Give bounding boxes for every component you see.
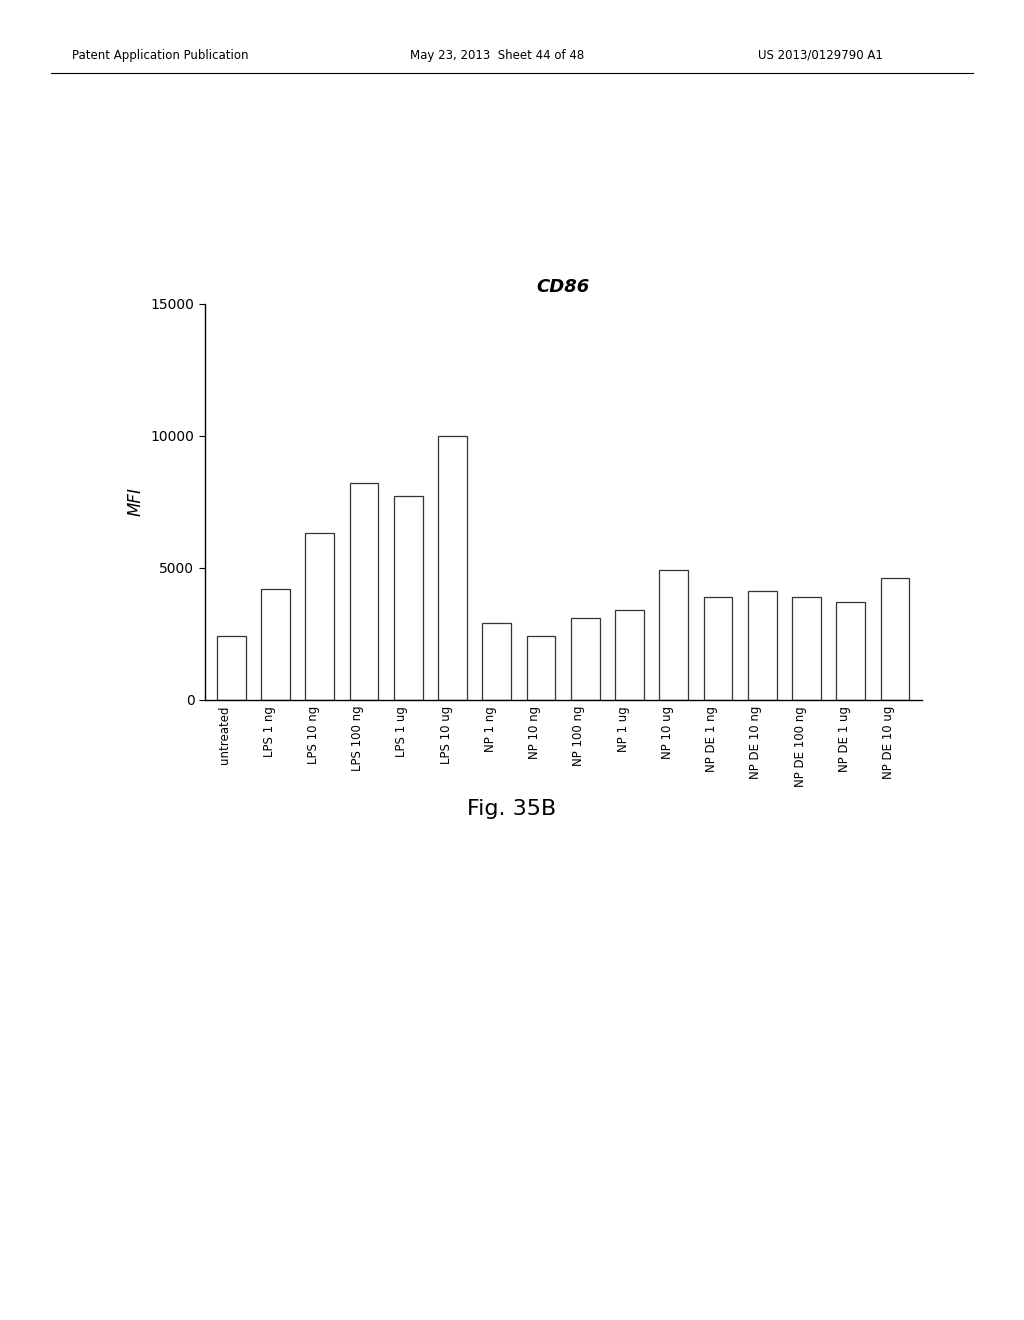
Bar	[793, 597, 821, 700]
Bar	[350, 483, 379, 700]
Bar	[394, 496, 423, 700]
Bar	[571, 618, 600, 700]
Bar	[217, 636, 246, 700]
Text: Patent Application Publication: Patent Application Publication	[72, 49, 248, 62]
Text: US 2013/0129790 A1: US 2013/0129790 A1	[758, 49, 883, 62]
Bar	[881, 578, 909, 700]
Text: Fig. 35B: Fig. 35B	[467, 799, 557, 818]
Bar	[526, 636, 555, 700]
Y-axis label: MFI: MFI	[127, 487, 145, 516]
Title: CD86: CD86	[537, 279, 590, 297]
Bar	[703, 597, 732, 700]
Bar	[615, 610, 644, 700]
Bar	[659, 570, 688, 700]
Bar	[305, 533, 334, 700]
Bar	[482, 623, 511, 700]
Bar	[261, 589, 290, 700]
Bar	[748, 591, 776, 700]
Bar	[438, 436, 467, 700]
Text: May 23, 2013  Sheet 44 of 48: May 23, 2013 Sheet 44 of 48	[410, 49, 584, 62]
Bar	[837, 602, 865, 700]
